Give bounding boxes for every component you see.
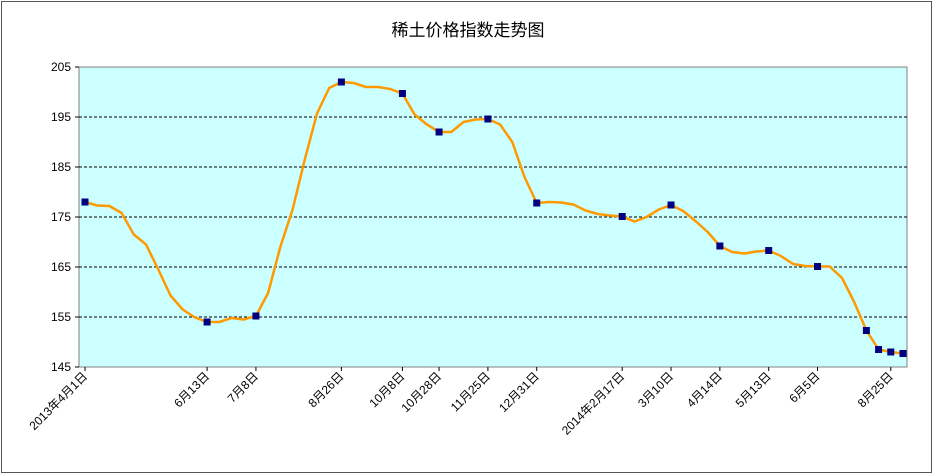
series-markers — [81, 78, 907, 357]
x-tick-label: 3月10日 — [635, 369, 676, 410]
data-point-marker — [875, 346, 883, 353]
x-tick-label: 5月13日 — [733, 369, 774, 410]
gridlines — [79, 116, 907, 318]
y-tick-label: 165 — [51, 260, 71, 274]
x-tick-label: 6月5日 — [786, 369, 822, 405]
data-point-marker — [435, 128, 443, 136]
data-point-marker — [618, 213, 626, 220]
data-point-marker — [337, 78, 345, 86]
plot-area — [78, 66, 908, 368]
data-point-marker — [484, 115, 492, 123]
y-tick-label: 145 — [51, 360, 71, 374]
data-point-marker — [862, 327, 870, 334]
x-tick-label: 2014年2月17日 — [559, 369, 627, 437]
x-tick-label: 6月13日 — [171, 369, 212, 410]
x-tick-label: 11月25日 — [448, 369, 493, 414]
data-point-marker — [667, 201, 675, 209]
y-axis-ticks: 145 155 165 175 185 195 205 — [51, 60, 79, 374]
data-point-marker — [533, 199, 541, 207]
x-tick-label: 10月28日 — [398, 369, 444, 415]
y-tick-label: 185 — [51, 160, 71, 174]
data-point-marker — [203, 318, 211, 326]
data-point-marker — [716, 242, 724, 250]
y-tick-label: 205 — [51, 60, 71, 74]
data-point-marker — [887, 348, 895, 356]
data-point-marker — [81, 198, 89, 206]
x-tick-label: 4月14日 — [684, 369, 725, 410]
data-point-marker — [765, 247, 773, 254]
x-tick-label: 8月26日 — [305, 369, 346, 410]
y-tick-label: 155 — [51, 310, 71, 324]
chart-title: 稀土价格指数走势图 — [392, 21, 545, 40]
data-point-marker — [899, 350, 907, 357]
x-tick-label: 8月25日 — [855, 369, 896, 410]
x-tick-label: 7月8日 — [225, 369, 261, 405]
data-point-marker — [398, 90, 406, 97]
x-tick-label: 12月31日 — [496, 369, 542, 415]
y-tick-label: 175 — [51, 210, 71, 224]
y-tick-label: 195 — [51, 110, 71, 124]
data-point-marker — [814, 263, 822, 270]
x-tick-label: 2013年4月1日 — [26, 369, 90, 433]
data-point-marker — [252, 312, 260, 320]
